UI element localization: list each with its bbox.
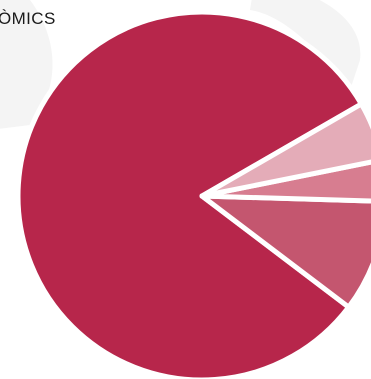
pie-slice-1 [15, 9, 364, 379]
chart-title: ÒMICS [0, 9, 56, 28]
pie-slice-4 [199, 101, 371, 199]
pie-slice-2 [199, 193, 371, 310]
